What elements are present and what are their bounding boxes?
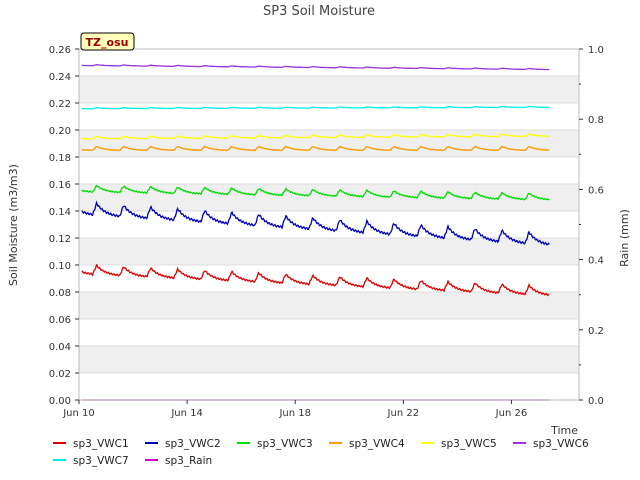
legend-label-sp3_VWC2: sp3_VWC2 — [165, 438, 221, 450]
y-tick-label: 0.00 — [49, 396, 71, 407]
y2-axis-label: Rain (mm) — [618, 209, 631, 267]
series-line-sp3_VWC1 — [81, 263, 550, 297]
y-tick-label: 0.22 — [49, 99, 71, 110]
grid-band — [79, 130, 579, 157]
y-tick-label: 0.18 — [49, 153, 71, 164]
chart-title: SP3 Soil Moisture — [263, 4, 375, 19]
y-tick-label: 0.14 — [49, 207, 71, 218]
y-tick-label: 0.06 — [49, 315, 71, 326]
x-axis-label: Time — [550, 424, 578, 437]
grid-band — [79, 238, 579, 265]
grid-bands — [79, 75, 579, 401]
y-tick-label: 0.20 — [49, 126, 71, 137]
y2-tick-label: 0.6 — [588, 185, 604, 196]
series-line-sp3_VWC4 — [81, 145, 550, 152]
y-tick-label: 0.26 — [49, 45, 71, 56]
y2-tick-label: 0.2 — [588, 326, 604, 337]
x-tick-label: Jun 18 — [278, 408, 311, 419]
legend-label-sp3_VWC7: sp3_VWC7 — [73, 455, 129, 467]
series-line-sp3_VWC3 — [81, 184, 550, 201]
y-tick-label: 0.08 — [49, 288, 71, 299]
legend-label-sp3_VWC6: sp3_VWC6 — [533, 438, 589, 450]
series-line-sp3_VWC6 — [81, 64, 550, 71]
y-tick-label: 0.02 — [49, 369, 71, 380]
y-tick-label: 0.16 — [49, 180, 71, 191]
grid-band — [79, 292, 579, 319]
y2-tick-label: 1.0 — [588, 45, 604, 56]
annotation-label: TZ_osu — [86, 36, 129, 49]
y-tick-label: 0.04 — [49, 342, 71, 353]
y-axis-label: Soil Moisture (m3/m3) — [7, 164, 20, 286]
y2-tick-label: 0.4 — [588, 256, 604, 267]
y-tick-label: 0.24 — [49, 72, 71, 83]
series-line-sp3_VWC5 — [81, 133, 550, 140]
y-tick-label: 0.12 — [49, 234, 71, 245]
annotation-badge: TZ_osu — [80, 32, 135, 51]
legend-label-sp3_VWC4: sp3_VWC4 — [349, 438, 405, 450]
annotation-box — [80, 32, 135, 51]
grid-band — [79, 346, 579, 373]
series-line-sp3_VWC2 — [81, 200, 550, 246]
x-tick-label: Jun 10 — [62, 408, 95, 419]
series-line-sp3_VWC7 — [81, 105, 550, 110]
grid-band — [79, 76, 579, 103]
grid-band — [79, 184, 579, 211]
y-tick-label: 0.10 — [49, 261, 71, 272]
x-tick-label: Jun 22 — [387, 408, 420, 419]
legend-label-sp3_VWC5: sp3_VWC5 — [441, 438, 497, 450]
legend-label-sp3_VWC3: sp3_VWC3 — [257, 438, 313, 450]
y2-tick-label: 0.0 — [588, 396, 604, 407]
ticks: 0.00 0.02 0.04 0.06 0.08 0.10 0.12 0.14 0.16 0.18… — [49, 45, 604, 419]
y2-tick-label: 0.8 — [588, 115, 604, 126]
legend-label-sp3_VWC1: sp3_VWC1 — [73, 438, 129, 450]
x-tick-label: Jun 26 — [495, 408, 528, 419]
legend: sp3_VWC1 sp3_VWC2 sp3_VWC3 sp3_VWC4 sp3_VWC5… — [53, 438, 589, 467]
legend-label-sp3_Rain: sp3_Rain — [165, 455, 212, 467]
x-tick-label: Jun 14 — [170, 408, 203, 419]
